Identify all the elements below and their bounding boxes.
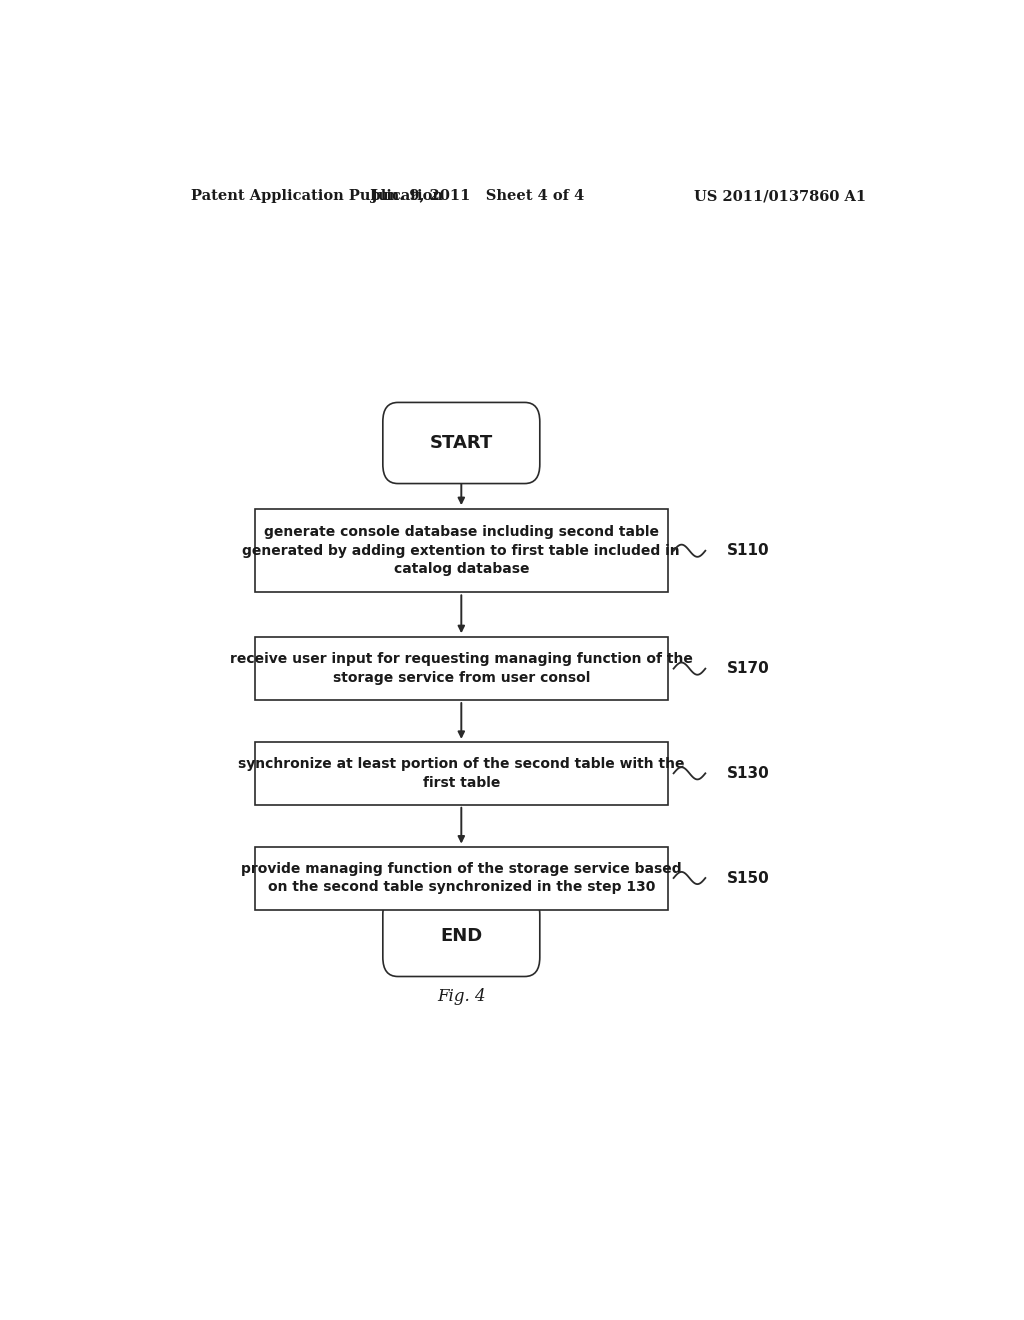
- Text: synchronize at least portion of the second table with the
first table: synchronize at least portion of the seco…: [238, 758, 685, 789]
- Text: S110: S110: [727, 544, 770, 558]
- Text: Jun. 9, 2011   Sheet 4 of 4: Jun. 9, 2011 Sheet 4 of 4: [371, 189, 584, 203]
- Bar: [255, 846, 668, 909]
- Text: generate console database including second table
generated by adding extention t: generate console database including seco…: [243, 525, 680, 576]
- Text: S150: S150: [727, 870, 770, 886]
- Text: receive user input for requesting managing function of the
storage service from : receive user input for requesting managi…: [229, 652, 693, 685]
- Bar: [255, 742, 668, 805]
- Text: END: END: [440, 927, 482, 945]
- Text: START: START: [430, 434, 493, 451]
- Bar: [255, 510, 668, 593]
- Text: Fig. 4: Fig. 4: [437, 989, 485, 1006]
- Text: S170: S170: [727, 661, 770, 676]
- Text: provide managing function of the storage service based
on the second table synch: provide managing function of the storage…: [241, 862, 682, 894]
- Text: S130: S130: [727, 766, 770, 781]
- Text: Patent Application Publication: Patent Application Publication: [191, 189, 443, 203]
- Bar: [255, 638, 668, 700]
- Text: US 2011/0137860 A1: US 2011/0137860 A1: [694, 189, 866, 203]
- FancyBboxPatch shape: [383, 403, 540, 483]
- FancyBboxPatch shape: [383, 895, 540, 977]
